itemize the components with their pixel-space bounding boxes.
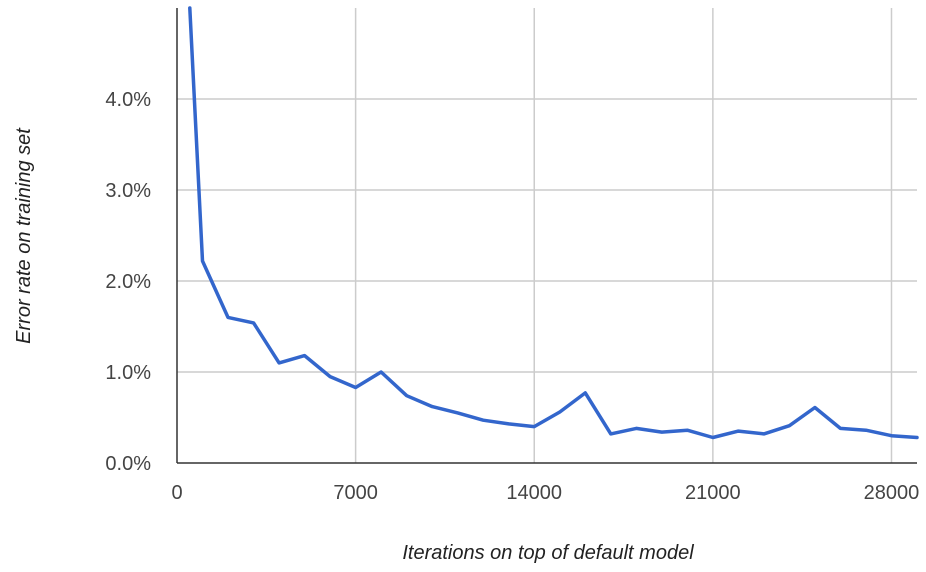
series-line — [188, 6, 919, 440]
x-tick-label: 7000 — [333, 482, 378, 504]
y-tick-label: 2.0% — [105, 271, 151, 293]
x-tick-label: 21000 — [685, 482, 741, 504]
x-axis-title: Iterations on top of default model — [402, 542, 694, 564]
y-tick-label: 4.0% — [105, 89, 151, 111]
axes — [176, 8, 917, 464]
tick-labels: 0.0% 1.0% 2.0% 3.0% 4.0% 0 7000 14000 21000 28000 — [105, 89, 919, 504]
x-tick-label: 0 — [171, 482, 182, 504]
x-tick-label: 28000 — [864, 482, 920, 504]
y-tick-label: 0.0% — [105, 453, 151, 475]
y-tick-label: 1.0% — [105, 362, 151, 384]
x-tick-label: 14000 — [506, 482, 562, 504]
y-axis-title: Error rate on training set — [13, 127, 35, 344]
y-tick-label: 3.0% — [105, 180, 151, 202]
data-series — [188, 6, 919, 440]
gridlines — [177, 8, 917, 463]
